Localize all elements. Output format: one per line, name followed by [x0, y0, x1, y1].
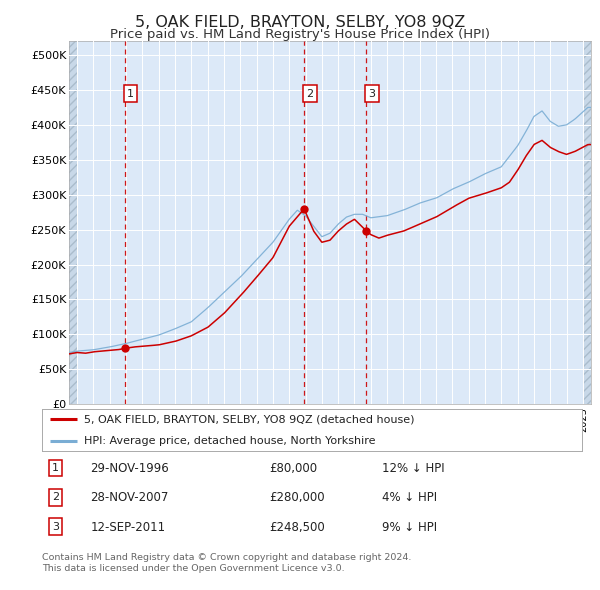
Text: 12% ↓ HPI: 12% ↓ HPI [382, 462, 445, 475]
Text: £248,500: £248,500 [269, 521, 325, 534]
Text: £80,000: £80,000 [269, 462, 317, 475]
Text: 3: 3 [52, 522, 59, 532]
Text: 2: 2 [307, 88, 314, 99]
Text: Price paid vs. HM Land Registry's House Price Index (HPI): Price paid vs. HM Land Registry's House … [110, 28, 490, 41]
Text: £280,000: £280,000 [269, 491, 325, 504]
Text: 4% ↓ HPI: 4% ↓ HPI [382, 491, 437, 504]
Text: 29-NOV-1996: 29-NOV-1996 [91, 462, 169, 475]
Text: 2: 2 [52, 492, 59, 502]
Text: 28-NOV-2007: 28-NOV-2007 [91, 491, 169, 504]
Text: 12-SEP-2011: 12-SEP-2011 [91, 521, 166, 534]
Text: 1: 1 [127, 88, 134, 99]
Bar [583, 41, 591, 404]
Text: 3: 3 [368, 88, 376, 99]
Bar [69, 41, 77, 404]
Text: 1: 1 [52, 463, 59, 473]
Text: Contains HM Land Registry data © Crown copyright and database right 2024.
This d: Contains HM Land Registry data © Crown c… [42, 553, 412, 573]
Text: 9% ↓ HPI: 9% ↓ HPI [382, 521, 437, 534]
Text: 5, OAK FIELD, BRAYTON, SELBY, YO8 9QZ: 5, OAK FIELD, BRAYTON, SELBY, YO8 9QZ [135, 15, 465, 30]
Text: 5, OAK FIELD, BRAYTON, SELBY, YO8 9QZ (detached house): 5, OAK FIELD, BRAYTON, SELBY, YO8 9QZ (d… [84, 415, 415, 424]
Text: HPI: Average price, detached house, North Yorkshire: HPI: Average price, detached house, Nort… [84, 436, 376, 445]
